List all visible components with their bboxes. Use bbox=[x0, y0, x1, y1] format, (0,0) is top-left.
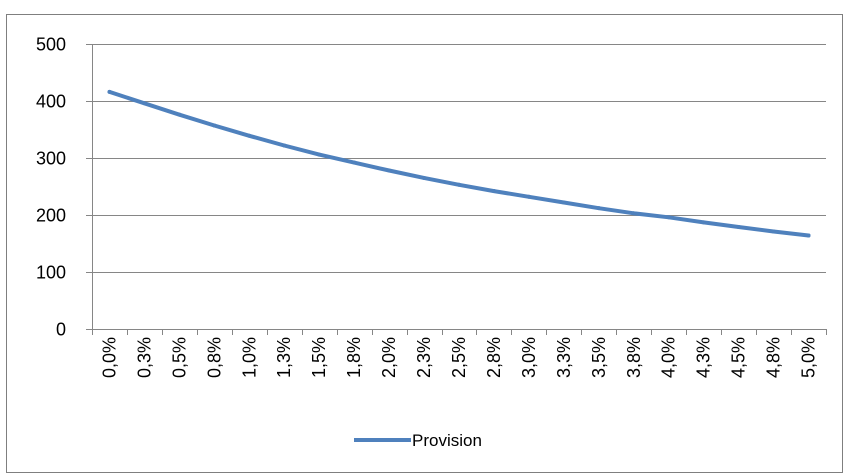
y-tick-label: 500 bbox=[36, 35, 66, 55]
data-point bbox=[701, 220, 706, 225]
y-tick-label: 0 bbox=[56, 320, 66, 340]
data-point bbox=[247, 133, 252, 138]
data-point bbox=[422, 175, 427, 180]
x-tick-label: 2,5% bbox=[449, 337, 469, 378]
chart-border bbox=[6, 14, 843, 473]
x-tick-label: 1,3% bbox=[274, 337, 294, 378]
data-point bbox=[212, 123, 217, 128]
x-tick-label: 2,3% bbox=[414, 337, 434, 378]
data-point bbox=[561, 200, 566, 205]
legend: Provision bbox=[354, 431, 482, 450]
x-tick-label: 3,3% bbox=[554, 337, 574, 378]
data-point bbox=[457, 182, 461, 187]
x-tick-label: 3,5% bbox=[589, 337, 609, 378]
data-point bbox=[317, 152, 322, 157]
x-tick-label: 0,8% bbox=[204, 337, 224, 378]
x-tick-label: 0,5% bbox=[169, 337, 189, 378]
y-tick-label: 400 bbox=[36, 92, 66, 112]
x-tick-label: 1,5% bbox=[309, 337, 329, 378]
data-point bbox=[387, 168, 392, 173]
x-tick-label: 2,8% bbox=[484, 337, 504, 378]
data-point bbox=[491, 189, 496, 194]
data-point bbox=[666, 215, 671, 220]
data-point bbox=[352, 160, 357, 165]
x-tick-label: 4,5% bbox=[729, 337, 749, 378]
axes bbox=[86, 44, 827, 335]
data-point bbox=[806, 233, 811, 238]
data-point bbox=[142, 101, 147, 106]
gridlines bbox=[92, 44, 826, 273]
x-axis-tick-labels: 0,0% 0,3% 0,5% 0,8% 1,0% 1,3% 1,5% 1,8% 2,0% 2,3%… bbox=[99, 337, 818, 378]
y-tick-label: 200 bbox=[36, 206, 66, 226]
data-point bbox=[736, 224, 741, 229]
data-point bbox=[631, 211, 636, 216]
series-layer bbox=[107, 89, 811, 238]
x-tick-label: 0,3% bbox=[134, 337, 154, 378]
data-point bbox=[771, 229, 776, 234]
x-tick-label: 4,3% bbox=[694, 337, 714, 378]
data-point bbox=[177, 112, 182, 117]
y-axis-tick-labels: 0 100 200 300 400 500 bbox=[36, 35, 66, 340]
x-tick-label: 5,0% bbox=[799, 337, 819, 378]
legend-label: Provision bbox=[412, 431, 482, 450]
x-tick-label: 1,8% bbox=[344, 337, 364, 378]
x-tick-label: 3,0% bbox=[519, 337, 539, 378]
data-point bbox=[107, 89, 112, 94]
y-tick-label: 300 bbox=[36, 149, 66, 169]
data-point bbox=[526, 194, 531, 199]
x-tick-label: 0,0% bbox=[99, 337, 119, 378]
data-point bbox=[282, 143, 287, 148]
x-tick-label: 3,8% bbox=[624, 337, 644, 378]
x-tick-label: 1,0% bbox=[239, 337, 259, 378]
x-tick-label: 4,0% bbox=[659, 337, 679, 378]
x-tick-label: 2,0% bbox=[379, 337, 399, 378]
x-tick-label: 4,8% bbox=[764, 337, 784, 378]
y-tick-label: 100 bbox=[36, 263, 66, 283]
data-point bbox=[596, 206, 601, 211]
